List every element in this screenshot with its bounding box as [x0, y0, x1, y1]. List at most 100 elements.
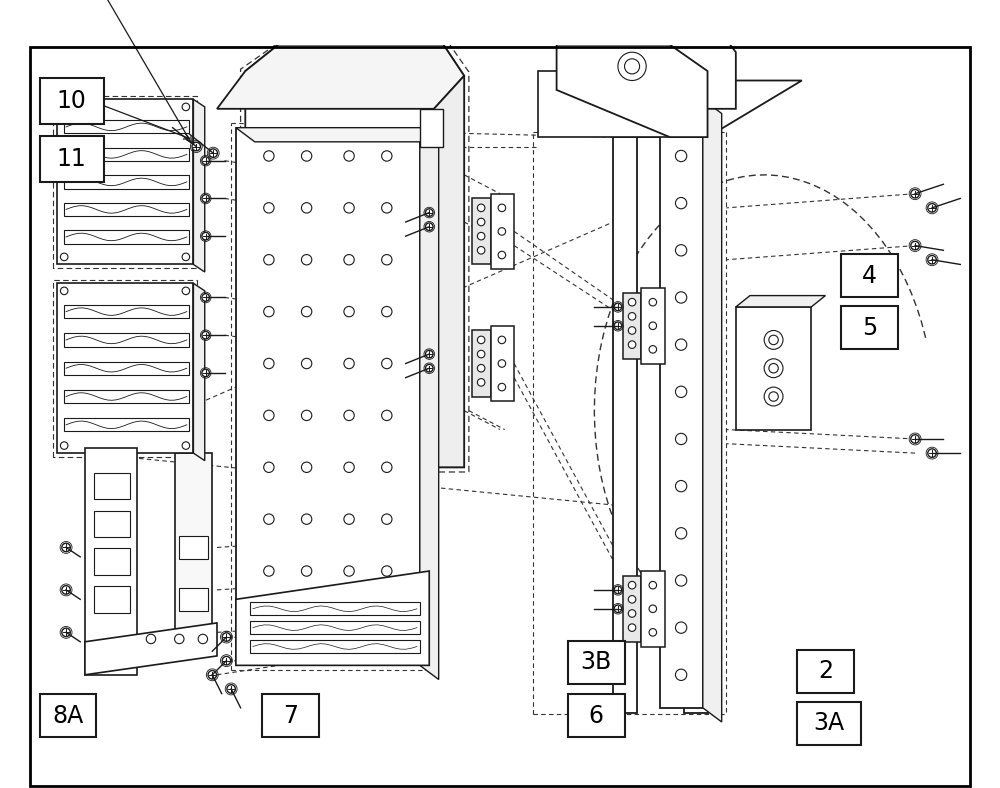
- Circle shape: [208, 671, 217, 679]
- Polygon shape: [538, 71, 703, 137]
- Circle shape: [425, 364, 433, 372]
- Polygon shape: [179, 588, 208, 611]
- Bar: [841, 255, 898, 297]
- Circle shape: [382, 514, 392, 524]
- Polygon shape: [64, 418, 189, 431]
- Circle shape: [301, 151, 312, 162]
- Circle shape: [425, 209, 433, 217]
- Circle shape: [202, 332, 209, 339]
- Circle shape: [675, 481, 687, 492]
- Circle shape: [625, 59, 640, 74]
- Circle shape: [382, 411, 392, 421]
- Circle shape: [675, 292, 687, 303]
- Bar: [568, 694, 625, 738]
- Circle shape: [628, 610, 636, 617]
- Polygon shape: [613, 61, 708, 137]
- Circle shape: [301, 359, 312, 369]
- Text: 4: 4: [862, 264, 877, 288]
- Circle shape: [264, 514, 274, 524]
- Polygon shape: [64, 121, 189, 133]
- Polygon shape: [85, 623, 217, 675]
- Text: 2: 2: [818, 660, 833, 683]
- Circle shape: [425, 351, 433, 358]
- Polygon shape: [684, 137, 708, 712]
- Circle shape: [628, 299, 636, 306]
- Circle shape: [628, 313, 636, 320]
- Text: 10: 10: [57, 89, 87, 113]
- Polygon shape: [236, 128, 439, 142]
- Polygon shape: [193, 99, 205, 272]
- Circle shape: [769, 392, 778, 401]
- Circle shape: [344, 203, 354, 213]
- Polygon shape: [94, 548, 130, 574]
- Polygon shape: [64, 230, 189, 243]
- Text: 3B: 3B: [581, 650, 612, 675]
- Circle shape: [344, 462, 354, 473]
- Circle shape: [675, 244, 687, 256]
- Circle shape: [764, 330, 783, 349]
- Bar: [40, 694, 96, 738]
- Bar: [40, 136, 104, 182]
- Circle shape: [301, 307, 312, 317]
- Polygon shape: [236, 128, 420, 665]
- Circle shape: [477, 336, 485, 344]
- Text: 11: 11: [57, 147, 87, 171]
- Circle shape: [928, 255, 936, 264]
- Polygon shape: [736, 296, 825, 307]
- Circle shape: [675, 622, 687, 634]
- Polygon shape: [472, 330, 491, 396]
- Circle shape: [498, 228, 506, 235]
- Circle shape: [911, 189, 919, 198]
- Circle shape: [60, 103, 68, 110]
- Polygon shape: [613, 80, 802, 137]
- Polygon shape: [57, 284, 193, 453]
- Circle shape: [264, 462, 274, 473]
- Polygon shape: [557, 45, 708, 137]
- Circle shape: [264, 151, 274, 162]
- Circle shape: [182, 287, 190, 295]
- Circle shape: [175, 634, 184, 644]
- Circle shape: [301, 203, 312, 213]
- Circle shape: [264, 203, 274, 213]
- Polygon shape: [641, 288, 665, 363]
- Polygon shape: [420, 109, 443, 147]
- Circle shape: [60, 253, 68, 261]
- Circle shape: [614, 586, 622, 593]
- Circle shape: [477, 218, 485, 226]
- Circle shape: [769, 363, 778, 373]
- Circle shape: [649, 582, 657, 589]
- Polygon shape: [94, 473, 130, 500]
- Circle shape: [301, 514, 312, 524]
- Polygon shape: [623, 576, 641, 641]
- Circle shape: [382, 203, 392, 213]
- Polygon shape: [420, 128, 439, 679]
- Circle shape: [62, 585, 70, 594]
- Circle shape: [198, 634, 208, 644]
- Circle shape: [382, 307, 392, 317]
- Text: 7: 7: [283, 704, 298, 728]
- Circle shape: [344, 255, 354, 265]
- Circle shape: [382, 618, 392, 628]
- Polygon shape: [434, 76, 464, 467]
- Bar: [40, 78, 104, 125]
- Circle shape: [675, 528, 687, 539]
- Text: 6: 6: [589, 704, 604, 728]
- Circle shape: [649, 629, 657, 636]
- Polygon shape: [250, 621, 420, 634]
- Polygon shape: [245, 45, 464, 467]
- Bar: [797, 650, 854, 693]
- Circle shape: [618, 52, 646, 80]
- Circle shape: [60, 442, 68, 449]
- Circle shape: [764, 359, 783, 377]
- Circle shape: [301, 255, 312, 265]
- Circle shape: [477, 364, 485, 372]
- Circle shape: [477, 378, 485, 386]
- Polygon shape: [660, 99, 703, 708]
- Circle shape: [301, 411, 312, 421]
- Polygon shape: [64, 305, 189, 318]
- Circle shape: [202, 294, 209, 301]
- Circle shape: [344, 566, 354, 576]
- Polygon shape: [623, 293, 641, 359]
- Circle shape: [628, 341, 636, 348]
- Polygon shape: [64, 333, 189, 347]
